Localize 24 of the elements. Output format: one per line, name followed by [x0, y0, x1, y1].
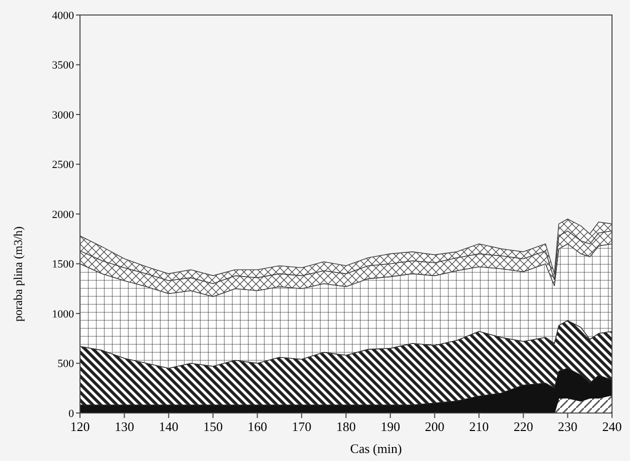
- x-tick-label: 140: [158, 419, 178, 434]
- x-tick-label: 170: [292, 419, 312, 434]
- x-tick-label: 200: [424, 419, 444, 434]
- y-tick-label: 3000: [52, 109, 74, 122]
- x-tick-label: 240: [602, 419, 622, 434]
- x-tick-label: 120: [70, 419, 90, 434]
- y-axis-title: poraba plina (m3/h): [11, 226, 25, 322]
- y-tick-label: 2000: [52, 208, 74, 221]
- x-tick-label: 150: [203, 419, 223, 434]
- x-tick-label: 160: [248, 419, 268, 434]
- y-tick-label: 3500: [52, 60, 74, 72]
- x-tick-label: 130: [114, 419, 134, 434]
- y-tick-label: 2500: [52, 159, 74, 172]
- y-tick-label: 1000: [52, 308, 74, 320]
- y-tick-label: 500: [58, 358, 74, 370]
- x-tick-label: 190: [380, 419, 400, 434]
- x-tick-label: 180: [336, 419, 356, 434]
- y-tick-label: 1500: [52, 258, 74, 271]
- y-tick-label: 4000: [52, 10, 74, 22]
- x-tick-label: 220: [514, 419, 534, 434]
- x-axis-title: Cas (min): [350, 441, 402, 456]
- x-tick-label: 230: [558, 419, 578, 434]
- y-tick-label: 0: [68, 408, 74, 420]
- x-tick-label: 210: [469, 419, 489, 434]
